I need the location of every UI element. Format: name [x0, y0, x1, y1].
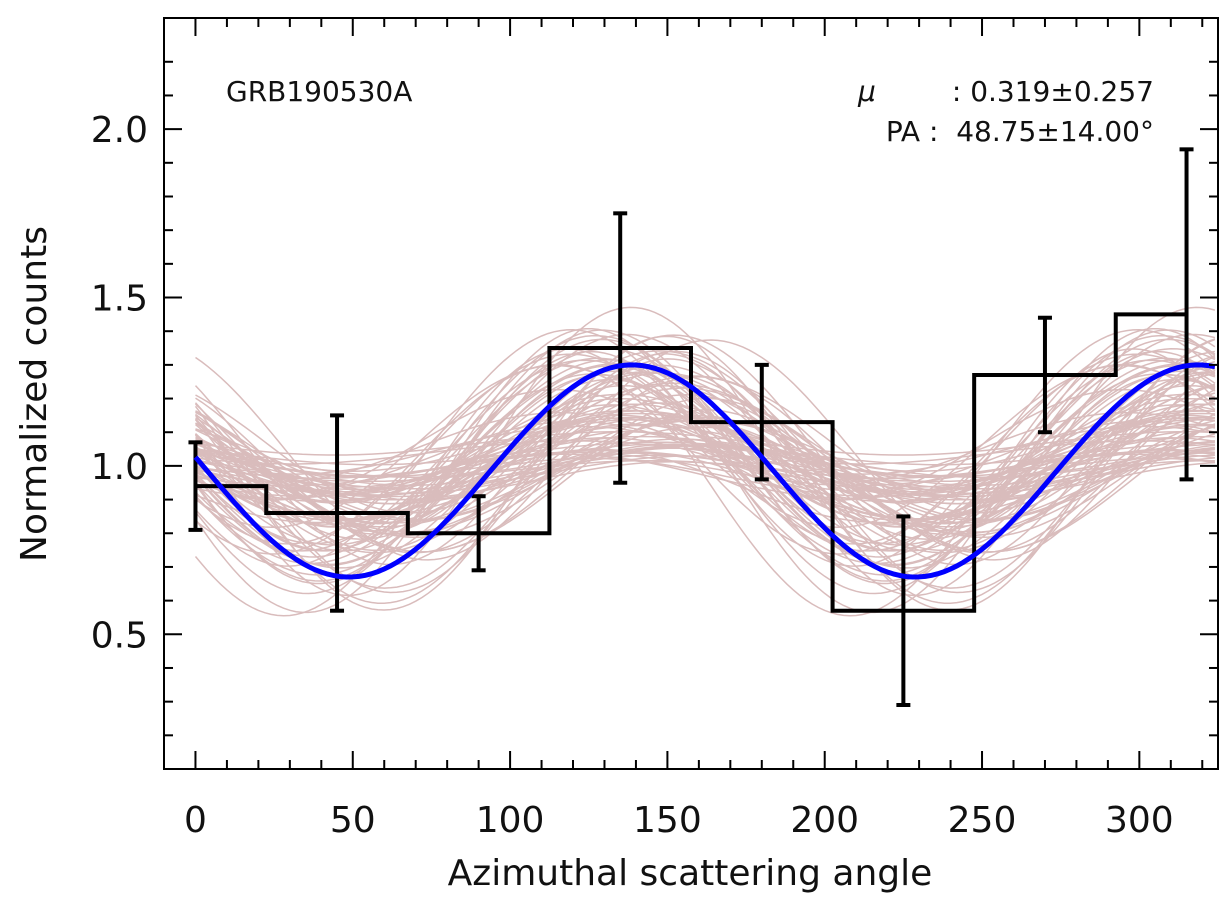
ticks-layer: 0 50 100 150 200 250 300 0.5 1.0 1.5 2.0	[91, 18, 1218, 841]
posterior-curve	[194, 334, 1216, 566]
grb-name-label: GRB190530A	[226, 75, 412, 108]
posterior-curve	[194, 353, 1216, 604]
axes-layer	[163, 17, 1219, 770]
posterior-curve	[195, 430, 1215, 521]
pa-value-label: PA : 48.75±14.00°	[886, 115, 1154, 148]
x-tick-label: 150	[633, 800, 702, 841]
posterior-curve	[195, 449, 1215, 479]
posterior-curve	[195, 440, 1215, 465]
x-tick-label: 250	[948, 800, 1017, 841]
posterior-curve	[195, 453, 1216, 499]
posterior-curve	[195, 416, 1215, 472]
posterior-curve	[195, 375, 1216, 514]
posterior-curve	[195, 431, 1215, 456]
x-tick-label: 0	[184, 800, 207, 841]
y-tick-label: 1.5	[91, 279, 148, 320]
mu-symbol: μ	[857, 75, 876, 108]
posterior-curve	[195, 441, 1215, 466]
x-tick-label: 300	[1105, 800, 1174, 841]
posterior-curve	[194, 350, 1216, 594]
posterior-curve	[194, 358, 1216, 589]
posterior-curve	[194, 333, 1216, 552]
posterior-curve	[194, 306, 1216, 597]
posterior-curve	[195, 457, 1215, 497]
posterior-curve	[195, 402, 1215, 554]
x-tick-label: 100	[476, 800, 545, 841]
mu-value-label: : 0.319±0.257	[952, 75, 1154, 108]
posterior-curve	[195, 416, 1216, 521]
x-axis-label: Azimuthal scattering angle	[448, 853, 933, 894]
plot-frame	[163, 17, 1219, 770]
posterior-curve	[195, 414, 1216, 528]
x-tick-label: 50	[330, 800, 376, 841]
y-tick-label: 0.5	[91, 615, 148, 656]
x-tick-label: 200	[790, 800, 859, 841]
y-axis-label: Normalized counts	[14, 226, 55, 562]
fit-layer	[193, 362, 1216, 580]
posterior-curve	[195, 420, 1216, 492]
y-tick-label: 2.0	[91, 110, 148, 151]
posterior-curve	[195, 339, 1216, 561]
y-tick-label: 1.0	[91, 447, 148, 488]
fit-curve	[193, 362, 1216, 580]
